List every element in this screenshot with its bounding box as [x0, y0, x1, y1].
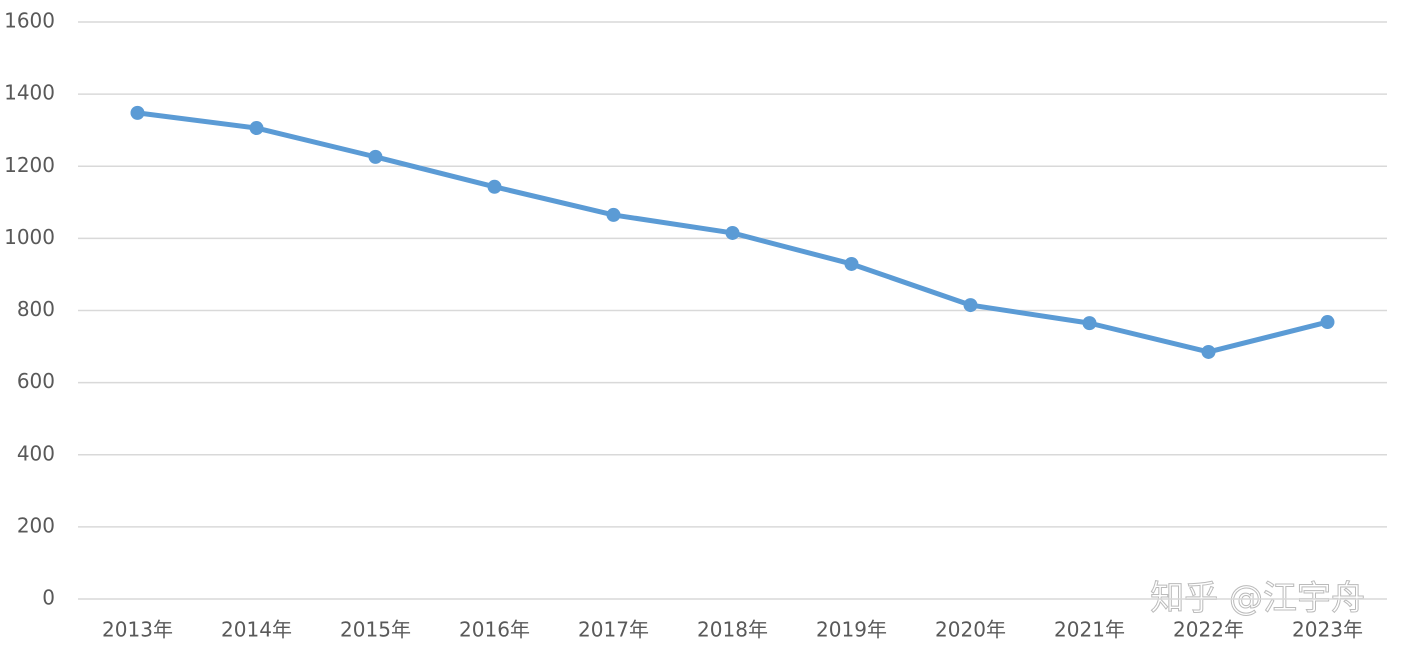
marker — [725, 225, 740, 240]
y-tick-label: 1000 — [4, 225, 55, 249]
marker — [1201, 344, 1216, 359]
x-tick-label: 2015年 — [340, 618, 411, 642]
y-tick-label: 400 — [17, 441, 55, 465]
marker — [606, 207, 621, 222]
x-tick-label: 2019年 — [816, 618, 887, 642]
y-tick-label: 600 — [17, 369, 55, 393]
x-tick-label: 2022年 — [1173, 618, 1244, 642]
marker — [963, 298, 978, 313]
marker — [1320, 315, 1335, 330]
marker — [844, 256, 859, 271]
y-tick-label: 800 — [17, 297, 55, 321]
y-tick-label: 1200 — [4, 153, 55, 177]
marker — [1082, 316, 1097, 331]
x-tick-label: 2016年 — [459, 618, 530, 642]
y-tick-label: 200 — [17, 513, 55, 537]
x-tick-label: 2014年 — [221, 618, 292, 642]
x-tick-label: 2013年 — [102, 618, 173, 642]
y-tick-label: 1400 — [4, 81, 55, 105]
x-tick-label: 2018年 — [697, 618, 768, 642]
x-tick-label: 2017年 — [578, 618, 649, 642]
x-tick-label: 2020年 — [935, 618, 1006, 642]
marker — [249, 121, 264, 136]
x-tick-label: 2023年 — [1292, 618, 1363, 642]
y-tick-label: 0 — [42, 586, 55, 610]
marker — [130, 105, 145, 120]
marker — [487, 179, 502, 194]
y-tick-label: 1600 — [4, 9, 55, 33]
x-tick-label: 2021年 — [1054, 618, 1125, 642]
marker — [368, 149, 383, 164]
